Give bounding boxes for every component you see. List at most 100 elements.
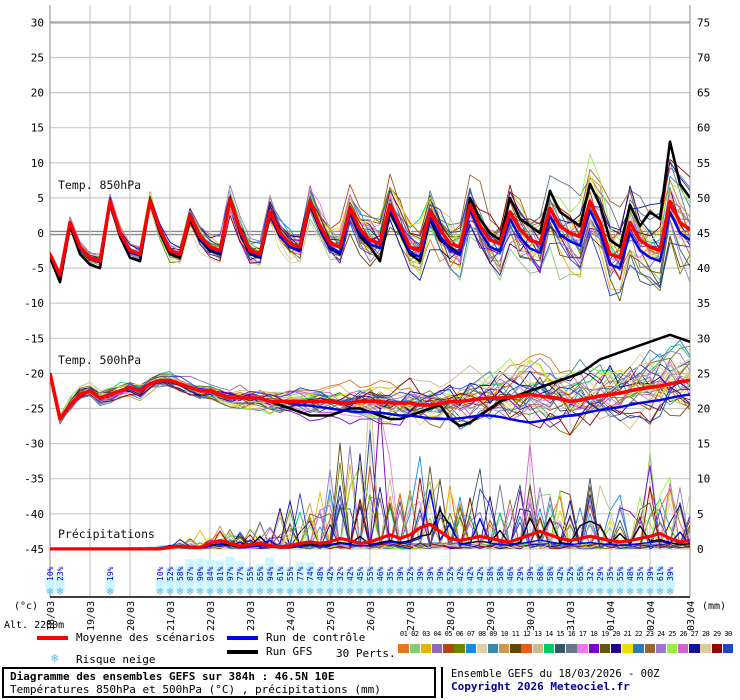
control-legend-label: Run de contrôle — [266, 631, 366, 644]
pert-number: 15 — [556, 630, 565, 638]
pert-item: 17 — [577, 630, 588, 653]
svg-text:❄: ❄ — [447, 585, 454, 598]
pert-number: 09 — [489, 630, 497, 638]
svg-text:10%: 10% — [156, 566, 165, 581]
pert-number: 29 — [713, 630, 721, 638]
svg-text:❄: ❄ — [347, 585, 354, 598]
svg-text:52%: 52% — [566, 566, 575, 581]
pert-item: 06 — [454, 630, 465, 653]
svg-text:❄: ❄ — [517, 585, 524, 598]
svg-text:25/03: 25/03 — [326, 601, 337, 631]
svg-text:15: 15 — [697, 438, 710, 451]
svg-text:❄: ❄ — [457, 585, 464, 598]
svg-text:❄: ❄ — [257, 585, 264, 598]
pert-color-swatch — [566, 644, 577, 653]
pert-color-swatch — [543, 644, 555, 653]
svg-text:❄: ❄ — [187, 585, 194, 598]
svg-text:❄: ❄ — [467, 585, 474, 598]
pert-item: 11 — [510, 630, 521, 653]
svg-text:❄: ❄ — [247, 585, 254, 598]
svg-text:❄: ❄ — [487, 585, 494, 598]
svg-text:35%: 35% — [606, 566, 615, 581]
svg-text:20/03: 20/03 — [126, 601, 137, 631]
svg-text:97%: 97% — [226, 566, 235, 581]
diagram-subtitle: Températures 850hPa et 500hPa (°C) , pré… — [10, 683, 381, 696]
svg-text:23/03: 23/03 — [246, 601, 257, 631]
pert-item: 13 — [532, 630, 544, 653]
svg-text:39%: 39% — [666, 566, 675, 581]
snow-risk-strip: 10%❄23%❄19%❄10%❄52%❄58%❄87%❄90%❄84%❄81%❄… — [45, 556, 675, 598]
svg-text:52%: 52% — [166, 566, 175, 581]
svg-text:29/03: 29/03 — [486, 601, 497, 631]
svg-text:87%: 87% — [186, 566, 195, 581]
pert-item: 22 — [633, 630, 644, 653]
pert-item: 08 — [476, 630, 488, 653]
svg-text:❄: ❄ — [307, 585, 314, 598]
footer-info-box: Ensemble GEFS du 18/03/2026 - 00Z Copyri… — [441, 667, 739, 698]
svg-text:21/03: 21/03 — [166, 601, 177, 631]
pert-color-swatch — [398, 644, 409, 653]
svg-text:84%: 84% — [206, 566, 215, 581]
svg-text:52%: 52% — [406, 566, 415, 581]
svg-text:❄: ❄ — [537, 585, 544, 598]
svg-text:94%: 94% — [266, 566, 275, 581]
pert-number: 04 — [433, 630, 441, 638]
svg-text:Précipitations: Précipitations — [58, 527, 155, 541]
svg-text:48%: 48% — [316, 566, 325, 581]
svg-text:❄: ❄ — [637, 585, 644, 598]
svg-text:5: 5 — [37, 192, 44, 205]
mean-line-swatch — [37, 636, 68, 640]
pert-color-swatch — [644, 644, 655, 653]
pert-number: 14 — [545, 630, 553, 638]
svg-text:22/03: 22/03 — [206, 601, 217, 631]
svg-text:❄: ❄ — [367, 585, 374, 598]
pert-number: 20 — [612, 630, 620, 638]
svg-text:03/04: 03/04 — [686, 601, 697, 631]
svg-text:❄: ❄ — [177, 585, 184, 598]
perts-count-label: 30 Perts. — [336, 647, 396, 660]
svg-text:27/03: 27/03 — [406, 601, 417, 631]
pert-number: 18 — [590, 630, 598, 638]
svg-text:❄: ❄ — [667, 585, 674, 598]
svg-text:35: 35 — [697, 297, 710, 310]
svg-text:39%: 39% — [426, 566, 435, 581]
svg-text:77%: 77% — [236, 566, 245, 581]
gfs-legend-label: Run GFS — [266, 645, 313, 658]
pert-color-swatch — [622, 644, 633, 653]
pert-item: 14 — [543, 630, 555, 653]
svg-text:39%: 39% — [436, 566, 445, 581]
svg-text:30: 30 — [31, 16, 44, 29]
svg-text:❄: ❄ — [567, 585, 574, 598]
pert-color-swatch — [711, 644, 723, 653]
pert-color-swatch — [454, 644, 465, 653]
pert-color-swatch — [487, 644, 499, 653]
svg-text:-15: -15 — [24, 332, 44, 345]
svg-text:10%: 10% — [46, 566, 55, 581]
pert-color-swatch — [610, 644, 622, 653]
svg-text:❄: ❄ — [337, 585, 344, 598]
svg-text:45%: 45% — [356, 566, 365, 581]
svg-text:Temp. 850hPa: Temp. 850hPa — [58, 178, 141, 192]
svg-text:❄: ❄ — [207, 585, 214, 598]
pert-number: 30 — [724, 630, 732, 638]
pert-number: 17 — [578, 630, 587, 638]
svg-text:❄: ❄ — [57, 585, 64, 598]
pert-number: 07 — [467, 630, 475, 638]
perturbation-legend: 01 02 03 04 05 06 07 08 09 10 11 12 13 14 15 16 17 18 19 20… — [398, 630, 734, 653]
pert-number: 19 — [601, 630, 609, 638]
pert-color-swatch — [465, 644, 476, 653]
svg-text:24/03: 24/03 — [286, 601, 297, 631]
pert-number: 01 — [399, 630, 408, 638]
svg-text:58%: 58% — [486, 566, 495, 581]
pert-number: 08 — [478, 630, 486, 638]
pert-item: 25 — [666, 630, 678, 653]
svg-text:58%: 58% — [176, 566, 185, 581]
pert-number: 21 — [623, 630, 632, 638]
svg-text:65%: 65% — [256, 566, 265, 581]
svg-text:❄: ❄ — [597, 585, 604, 598]
pert-number: 12 — [522, 630, 531, 638]
svg-text:-40: -40 — [24, 508, 44, 521]
pert-number: 02 — [411, 630, 419, 638]
pert-item: 29 — [711, 630, 723, 653]
pert-color-swatch — [499, 644, 510, 653]
